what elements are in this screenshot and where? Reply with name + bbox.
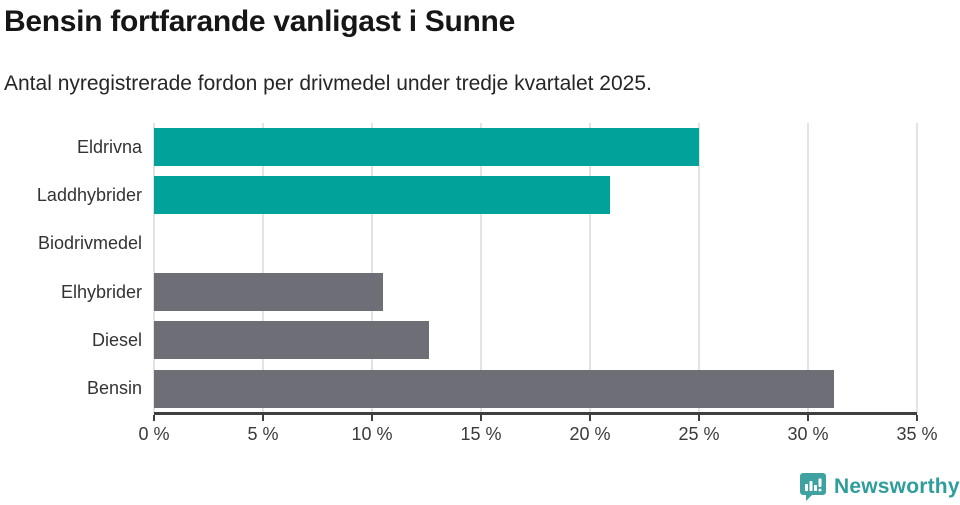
bar-track (154, 321, 917, 360)
gridline (589, 123, 591, 413)
category-label: Eldrivna (76, 136, 142, 157)
x-axis-tick-label: 5 % (247, 424, 279, 444)
x-axis-tick (480, 415, 482, 421)
x-axis-tick-label: 35 % (896, 424, 938, 444)
bar-track (154, 128, 917, 167)
x-axis-tick (698, 415, 700, 421)
bar-row: Laddhybrider (0, 171, 917, 219)
x-axis-tick-label: 0 % (138, 424, 170, 444)
category-label: Bensin (86, 378, 142, 399)
x-axis-tick-label: 10 % (351, 424, 393, 444)
category-label: Elhybrider (60, 281, 142, 302)
bar-row: Bensin (0, 365, 917, 413)
bar-row: Eldrivna (0, 123, 917, 171)
bar-track (154, 176, 917, 215)
x-axis-tick (371, 415, 373, 421)
x-axis-tick (262, 415, 264, 421)
bar-row: Elhybrider (0, 268, 917, 316)
chart-subtitle: Antal nyregistrerade fordon per drivmede… (4, 72, 652, 95)
category-label: Biodrivmedel (37, 233, 142, 254)
chart-title: Bensin fortfarande vanligast i Sunne (4, 5, 515, 38)
plot-gridlines (153, 123, 918, 413)
bar (154, 273, 383, 312)
x-axis-tick-label: 20 % (569, 424, 611, 444)
gridline (480, 123, 482, 413)
bar-track (154, 273, 917, 312)
category-label: Diesel (91, 329, 142, 350)
bar-row: Diesel (0, 316, 917, 364)
bar-track (154, 369, 917, 408)
bar (154, 128, 699, 167)
bar (154, 369, 835, 408)
bar-rows: Eldrivna Laddhybrider Biodrivmedel Elhybrid… (0, 123, 917, 413)
x-axis-tick (807, 415, 809, 421)
gridline (153, 123, 155, 413)
x-axis-tick-label: 30 % (787, 424, 829, 444)
gridline (262, 123, 264, 413)
x-axis-tick (589, 415, 591, 421)
newsworthy-speech-bubble-chart-icon (800, 473, 826, 501)
bar (154, 321, 429, 360)
x-axis-tick (153, 415, 155, 421)
category-label: Laddhybrider (36, 184, 142, 205)
gridline (698, 123, 700, 413)
x-axis: 0 % 5 % 10 % 15 % 20 % 25 % 30 % 35 % (138, 412, 938, 444)
x-axis-tick-label: 25 % (678, 424, 720, 444)
newsworthy-logo: Newsworthy (799, 472, 960, 502)
bar (154, 176, 610, 215)
x-axis-tick-label: 15 % (460, 424, 502, 444)
gridline (371, 123, 373, 413)
bar-track (154, 225, 917, 263)
newsworthy-wordmark: Newsworthy (834, 475, 960, 498)
gridline (916, 123, 918, 413)
x-axis-tick (916, 415, 918, 421)
bar-row: Biodrivmedel (0, 220, 917, 268)
gridline (807, 123, 809, 413)
